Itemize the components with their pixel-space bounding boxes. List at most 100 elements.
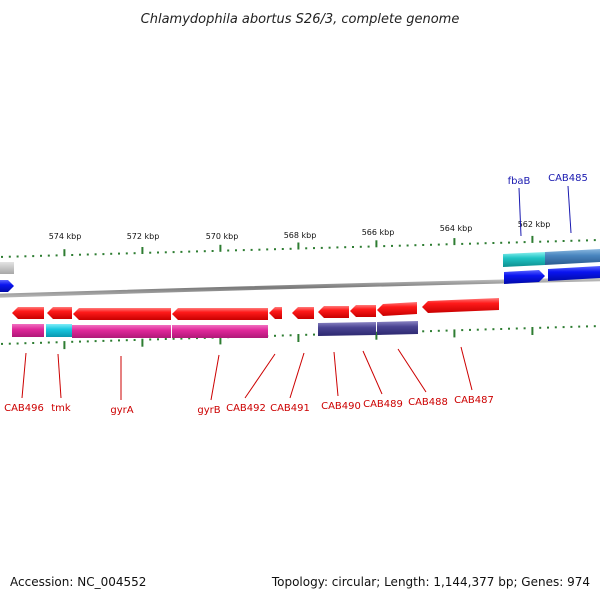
accession-text: Accession: NC_004552 xyxy=(10,575,146,589)
reverse-gene-labels: CAB496 tmk gyrA gyrB CAB492 CAB491 CAB49… xyxy=(4,346,494,416)
scale-tick-top xyxy=(235,249,237,252)
scale-tick-bottom xyxy=(445,329,448,332)
scale-tick-bottom xyxy=(55,341,58,344)
gene-CAB489[interactable] xyxy=(350,305,376,317)
scale-tick-top xyxy=(118,252,120,255)
scale-tick-bottom xyxy=(180,337,183,340)
tick-layer xyxy=(1,235,596,350)
feature-gyrB-region[interactable] xyxy=(172,325,268,338)
scale-tick-top xyxy=(157,251,159,254)
scale-tick-bottom xyxy=(274,334,276,337)
scale-tick-top xyxy=(164,251,167,254)
scale-tick-top xyxy=(196,250,198,253)
scale-tick-bottom xyxy=(141,338,144,347)
scale-tick-bottom xyxy=(422,330,425,333)
gene-gyrA[interactable] xyxy=(73,308,171,320)
scale-tick-top xyxy=(352,246,354,248)
gene-CAB492[interactable] xyxy=(269,307,282,319)
scale-tick-top xyxy=(24,255,27,258)
scale-tick-top xyxy=(63,249,66,257)
scale-tick-top xyxy=(71,254,74,256)
scale-tick-bottom xyxy=(500,328,503,330)
scale-tick-top xyxy=(344,246,347,249)
scale-tick-top xyxy=(500,241,503,244)
feature-CAB485-region[interactable] xyxy=(545,249,600,265)
scale-tick-top xyxy=(274,248,276,251)
scale-tick-bottom xyxy=(149,338,152,341)
scale-tick-bottom xyxy=(531,327,534,335)
scale-tick-bottom xyxy=(586,325,588,328)
scale-tick-bottom xyxy=(196,337,198,340)
scale-tick-top xyxy=(453,238,456,246)
leader-CAB489 xyxy=(362,350,383,395)
scale-tick-bottom xyxy=(469,328,471,331)
reverse-genes xyxy=(12,298,499,320)
scale-tick-top xyxy=(484,242,487,245)
leader-CAB496 xyxy=(21,352,27,399)
label-CAB487: CAB487 xyxy=(454,395,494,406)
scale-tick-bottom xyxy=(32,342,35,344)
label-CAB492: CAB492 xyxy=(226,403,266,414)
gene-CAB487[interactable] xyxy=(422,298,499,313)
feature-tmk-region[interactable] xyxy=(46,324,72,337)
gene-CAB488[interactable] xyxy=(377,302,417,316)
scale-tick-top xyxy=(515,241,518,244)
scale-tick-top xyxy=(242,249,245,252)
feature-gyrA-region[interactable] xyxy=(72,325,171,338)
scale-tick-top xyxy=(79,253,81,256)
scale-tick-top xyxy=(40,254,42,257)
gene-forward-left-partial[interactable] xyxy=(0,280,14,292)
scale-tick-top xyxy=(16,255,19,258)
forward-features xyxy=(0,249,600,292)
scale-tick-bottom xyxy=(554,326,557,329)
leader-CAB490 xyxy=(333,351,339,397)
scale-tick-bottom xyxy=(492,328,495,331)
leader-CAB492 xyxy=(244,353,276,399)
scale-tick-top xyxy=(469,242,471,245)
scale-tick-top xyxy=(94,253,97,256)
scale-tick-top xyxy=(406,244,409,247)
feature-CAB489-region[interactable] xyxy=(377,321,418,335)
leader-CAB485 xyxy=(567,185,572,234)
scale-tick-top xyxy=(266,248,269,251)
leader-CAB487 xyxy=(460,346,473,391)
gene-tmk[interactable] xyxy=(47,307,72,319)
scale-tick-bottom xyxy=(79,340,81,343)
feature-fbaB-region[interactable] xyxy=(503,252,545,267)
scale-tick-bottom xyxy=(47,341,50,344)
scale-tick-top xyxy=(32,255,35,258)
feature-CAB490-region[interactable] xyxy=(318,322,376,336)
scale-tick-bottom xyxy=(508,327,510,330)
scale-tick-top xyxy=(508,241,510,244)
scale-tick-top xyxy=(562,240,565,242)
gene-gyrB[interactable] xyxy=(172,308,268,320)
label-fbaB: fbaB xyxy=(508,176,531,187)
gene-CAB491[interactable] xyxy=(292,307,314,319)
scale-tick-top xyxy=(1,255,3,258)
reverse-features xyxy=(12,321,418,338)
forward-gene-labels: fbaB CAB485 xyxy=(508,173,588,237)
gene-CAB496[interactable] xyxy=(12,307,44,319)
scale-tick-bottom xyxy=(476,328,479,331)
tick-labels: 574 kbp 572 kbp 570 kbp 568 kbp 566 kbp … xyxy=(49,220,551,241)
gene-fbaB[interactable] xyxy=(504,270,545,284)
scale-tick-top xyxy=(328,246,331,249)
scale-tick-bottom xyxy=(133,339,136,341)
scale-tick-top xyxy=(531,235,534,243)
scale-tick-bottom xyxy=(16,342,19,345)
label-CAB491: CAB491 xyxy=(270,403,310,414)
scale-tick-top xyxy=(383,245,386,248)
scale-tick-bottom xyxy=(219,336,222,345)
gene-CAB490[interactable] xyxy=(318,306,349,318)
gene-CAB485[interactable] xyxy=(548,266,600,281)
feature-gray-left[interactable] xyxy=(0,262,14,274)
scale-tick-top xyxy=(398,244,401,247)
scale-tick-top xyxy=(47,254,50,257)
feature-CAB496-region[interactable] xyxy=(12,324,44,337)
scale-tick-top xyxy=(125,252,128,255)
scale-tick-top xyxy=(445,243,448,246)
scale-tick-bottom xyxy=(8,342,11,345)
tick-label-562: 562 kbp xyxy=(518,220,551,229)
scale-tick-bottom xyxy=(125,339,128,342)
